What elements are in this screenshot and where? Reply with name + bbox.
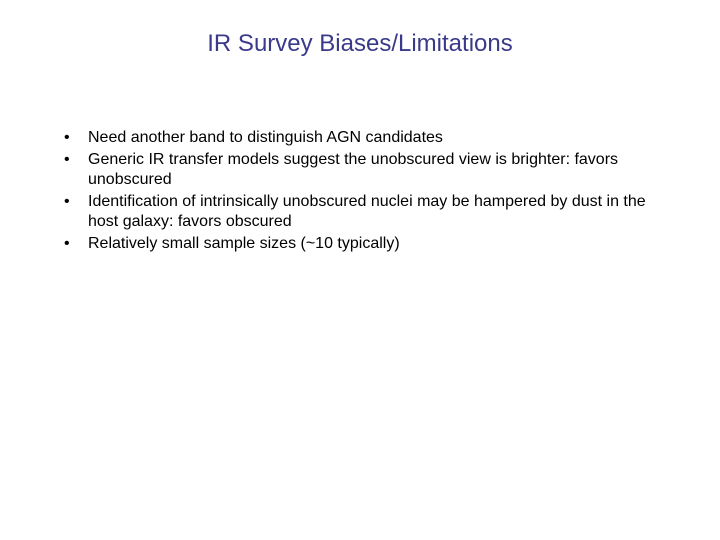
bullet-text: Need another band to distinguish AGN can…	[88, 129, 443, 146]
bullet-list: Need another band to distinguish AGN can…	[40, 128, 680, 254]
bullet-text: Relatively small sample sizes (~10 typic…	[88, 235, 400, 252]
slide-container: IR Survey Biases/Limitations Need anothe…	[0, 0, 720, 540]
list-item: Need another band to distinguish AGN can…	[64, 128, 680, 148]
bullet-text: Identification of intrinsically unobscur…	[88, 193, 646, 230]
list-item: Generic IR transfer models suggest the u…	[64, 150, 680, 190]
slide-title: IR Survey Biases/Limitations	[40, 30, 680, 58]
list-item: Relatively small sample sizes (~10 typic…	[64, 234, 680, 254]
bullet-text: Generic IR transfer models suggest the u…	[88, 151, 618, 188]
list-item: Identification of intrinsically unobscur…	[64, 192, 680, 232]
